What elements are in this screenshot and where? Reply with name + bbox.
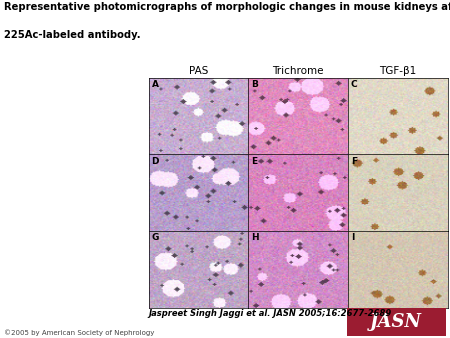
- Text: D: D: [152, 156, 159, 166]
- Text: PAS: PAS: [189, 66, 208, 76]
- Text: B: B: [251, 80, 258, 89]
- Text: JASN: JASN: [370, 313, 422, 331]
- Text: H: H: [251, 233, 259, 242]
- Text: F: F: [351, 156, 357, 166]
- Text: C: C: [351, 80, 358, 89]
- Text: Jaspreet Singh Jaggi et al. JASN 2005;16:2677-2689: Jaspreet Singh Jaggi et al. JASN 2005;16…: [148, 309, 392, 318]
- Text: A: A: [152, 80, 158, 89]
- Text: E: E: [251, 156, 257, 166]
- Text: Trichrome: Trichrome: [272, 66, 324, 76]
- Text: TGF-β1: TGF-β1: [379, 66, 417, 76]
- Text: Representative photomicrographs of morphologic changes in mouse kidneys after in: Representative photomicrographs of morph…: [4, 2, 450, 12]
- Text: 225Ac-labeled antibody.: 225Ac-labeled antibody.: [4, 30, 141, 41]
- Text: G: G: [152, 233, 159, 242]
- Text: ©2005 by American Society of Nephrology: ©2005 by American Society of Nephrology: [4, 330, 155, 336]
- Text: I: I: [351, 233, 354, 242]
